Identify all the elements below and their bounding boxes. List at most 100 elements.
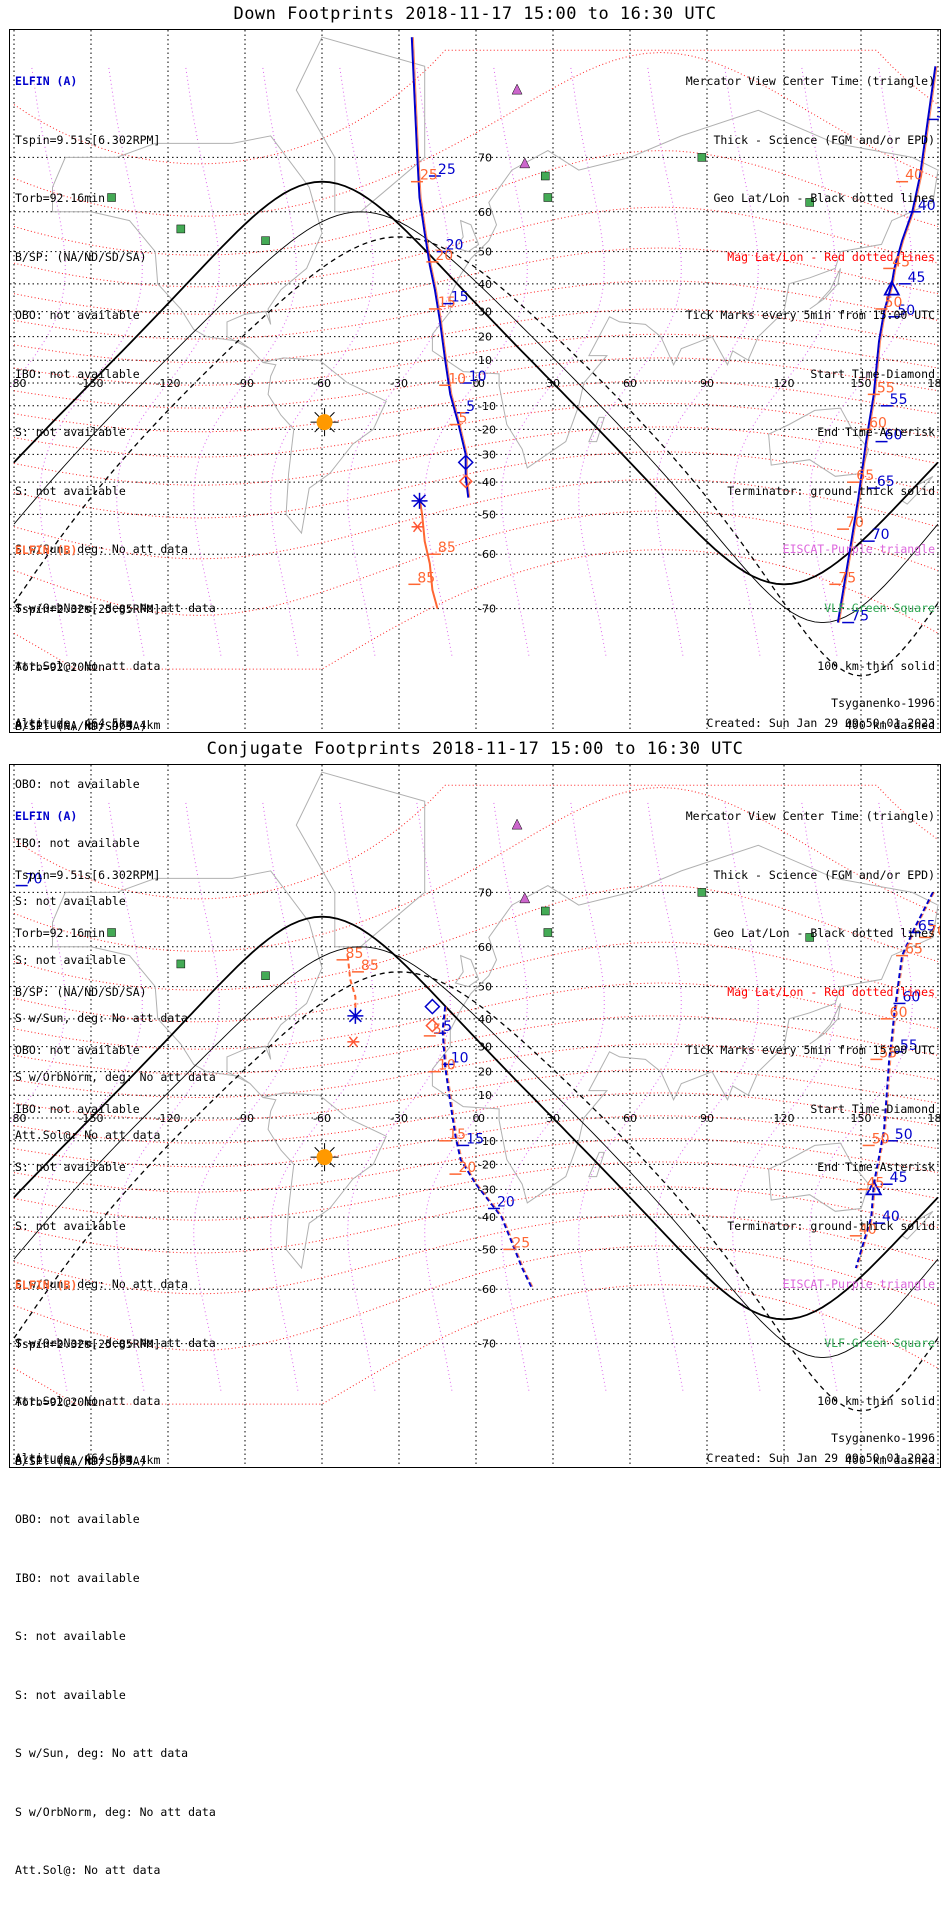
panel1-sat-a-line: Tspin=9.51s[6.302RPM] xyxy=(15,132,161,147)
lat-tick-label: 70 xyxy=(478,886,492,899)
track-tick-label: 70 xyxy=(846,515,864,531)
track-tick-label: 40 xyxy=(882,1209,900,1225)
track-tick-label: 55 xyxy=(900,1038,918,1054)
track-tick-label: 60 xyxy=(903,989,921,1005)
terminator-ground-line xyxy=(13,915,939,1321)
track-tick-label: 50 xyxy=(897,303,915,319)
track-tick-label: 65 xyxy=(905,942,923,958)
legend-start: Start Time-Diamond xyxy=(810,366,935,381)
track-tick-label: 55 xyxy=(877,380,895,396)
panel2-sat-b-line: Att.Sol@: No att data xyxy=(15,1863,161,1877)
legend-geo: Geo Lat/Lon - Black dotted lines xyxy=(713,926,935,940)
track-tick-label: 5 xyxy=(466,399,475,415)
coastline xyxy=(52,135,387,535)
panel2-legend: Mercator View Center Time (triangle) Thi… xyxy=(686,768,935,1509)
panel1-sat-b-line: Torb=92.20min xyxy=(15,660,106,674)
panel1-sat-a-line: Att.Sol@: No att data xyxy=(15,659,161,673)
track-tick-label: 20 xyxy=(458,1160,476,1176)
panel1-sat-a-line: S: not available xyxy=(15,483,126,498)
panel1-sat-b-info: ELFIN (B) Tspin=2.32s[25.85RPM] Torb=92.… xyxy=(15,502,216,1185)
panel2-sat-a-line: S: not available xyxy=(15,1160,126,1174)
legend-geo: Geo Lat/Lon - Black dotted lines xyxy=(713,191,935,205)
panel1-sat-a-name: ELFIN (A) xyxy=(15,74,78,88)
panel2-sat-a-line: S w/OrbNorm, deg: No att data xyxy=(15,1335,216,1350)
mag-meridian-line xyxy=(501,66,605,656)
legend-mercator: Mercator View Center Time (triangle) xyxy=(685,809,935,823)
panel1-sat-a-line: IBO: not available xyxy=(15,366,140,381)
track-tick-label: 5 xyxy=(433,1022,442,1038)
legend-400km: 400 km-dashed xyxy=(844,1452,935,1467)
mag-meridian-line xyxy=(270,66,374,656)
track-tick-label: 70 xyxy=(928,923,940,939)
lat-tick-label: 0 xyxy=(478,377,485,390)
sun-icon xyxy=(316,414,333,431)
legend-vlf: VLF-Green Square xyxy=(824,1335,935,1350)
panel1-sat-b-line: S w/OrbNorm, deg: No att data xyxy=(15,1069,216,1084)
coastline xyxy=(768,1142,870,1212)
coastline xyxy=(809,268,841,310)
legend-start: Start Time-Diamond xyxy=(810,1101,935,1116)
lat-tick-label: -20 xyxy=(478,1158,496,1171)
start-diamond-icon xyxy=(424,998,441,1015)
lat-tick-label: -10 xyxy=(478,1135,496,1148)
panel1-sat-a-line: S w/Sun, deg: No att data xyxy=(15,542,189,556)
coastline xyxy=(809,1003,841,1045)
track-tick-label: 75 xyxy=(838,570,856,586)
panel2-sat-a-line: Tspin=9.51s[6.302RPM] xyxy=(15,867,161,882)
lat-tick-label: 20 xyxy=(478,331,492,344)
legend-ticks: Tick Marks every 5min from 15:00 UTC xyxy=(685,1043,935,1057)
track-tick-label: 65 xyxy=(856,468,874,484)
track-tick-label: 85 xyxy=(438,540,456,556)
legend-end: End Time-Asterisk xyxy=(817,1160,935,1174)
panel2-title: Conjugate Footprints 2018-11-17 15:00 to… xyxy=(206,739,744,759)
lat-tick-label: -60 xyxy=(478,1283,496,1296)
mag-meridian-line xyxy=(424,66,528,656)
panel1-sat-b-line: Tspin=2.32s[25.85RPM] xyxy=(15,601,161,616)
track-tick-label: 15 xyxy=(451,290,469,306)
lat-tick-label: -30 xyxy=(478,1183,496,1196)
lat-tick-label: -10 xyxy=(478,400,496,413)
end-asterisk-icon-b xyxy=(348,1036,358,1048)
lat-tick-label: 10 xyxy=(478,1089,492,1102)
track-tick-label: 45 xyxy=(867,1175,885,1191)
track-tick-label: 45 xyxy=(890,1170,908,1186)
panel1-sat-a-line: Altitude, km: 464.4km xyxy=(15,717,161,732)
end-asterisk-icon-b xyxy=(412,521,423,533)
satellite-track xyxy=(346,955,357,1010)
vlf-square-icon xyxy=(543,928,553,937)
track-tick-label: 35 xyxy=(936,105,940,121)
panel2-sat-b-line: S w/OrbNorm, deg: No att data xyxy=(15,1804,216,1819)
panel2-sat-a-info: ELFIN (A) Tspin=9.51s[6.302RPM] Torb=92.… xyxy=(15,768,216,1509)
eiscat-triangle-icon xyxy=(519,892,531,904)
legend-thick: Thick - Science (FGM and/or EPD) xyxy=(713,132,935,147)
vlf-square-icon xyxy=(697,153,707,162)
mag-meridian-line xyxy=(347,801,451,1391)
panel2-sat-b-line: Torb=92.20min xyxy=(15,1395,106,1409)
coastline xyxy=(454,219,480,253)
mag-latitude-line xyxy=(13,510,939,616)
legend-thick: Thick - Science (FGM and/or EPD) xyxy=(713,867,935,882)
mag-latitude-line xyxy=(13,784,939,900)
track-tick-label: 10 xyxy=(451,1050,469,1066)
legend-mercator: Mercator View Center Time (triangle) xyxy=(685,74,935,88)
panel2-sat-b-line: B/SP: (NA/ND/SD/SA) xyxy=(15,1453,147,1468)
vlf-square-icon xyxy=(805,933,814,942)
vlf-square-icon xyxy=(176,224,186,234)
vlf-square-icon xyxy=(107,193,116,202)
panel1-model: Tsyganenko-1996 xyxy=(831,696,935,710)
track-tick-label: 10 xyxy=(438,1058,456,1074)
mag-latitude-line xyxy=(13,549,939,670)
panel2-sat-a-line: B/SP: (NA/ND/SD/SA) xyxy=(15,984,147,999)
track-tick-label: 5 xyxy=(443,1019,452,1035)
legend-100km: 100 km-thin solid xyxy=(817,1394,935,1408)
legend-terminator: Terminator: ground-thick solid xyxy=(727,1218,935,1233)
lat-tick-label: 50 xyxy=(478,246,492,259)
legend-mag: Mag Lat/Lon - Red dotted lines xyxy=(727,249,935,264)
mag-latitude-line xyxy=(13,1284,939,1405)
track-tick-label: 70 xyxy=(25,872,43,888)
panel2-sat-a-line: S w/Sun, deg: No att data xyxy=(15,1277,189,1291)
panel2-sat-a-line: S: not available xyxy=(15,1218,126,1233)
track-tick-label: 50 xyxy=(885,295,903,311)
panel2-frame: -180-150-120-90-60-300306090120150180706… xyxy=(9,764,941,1877)
panel2-sat-a-line: IBO: not available xyxy=(15,1101,140,1116)
